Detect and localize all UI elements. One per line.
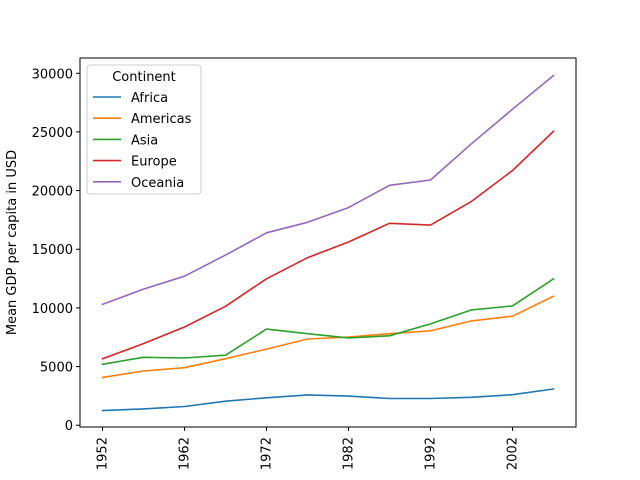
plot-frame <box>79 57 577 428</box>
series-line-asia <box>101 277 555 366</box>
legend-label-americas: Americas <box>131 112 192 127</box>
y-tick-label: 5000 <box>40 361 73 376</box>
x-tick-label: 1952 <box>96 437 111 470</box>
y-tick-label: 15000 <box>32 243 73 258</box>
y-axis: 0 5000 10000 15000 20000 25000 30000 <box>32 67 80 434</box>
legend-label-africa: Africa <box>131 91 168 106</box>
x-tick-label: 1992 <box>423 437 438 470</box>
x-tick-label: 1972 <box>260 437 275 470</box>
y-tick-label: 25000 <box>32 126 73 141</box>
legend-title: Continent <box>112 70 176 85</box>
series-line-oceania <box>101 74 555 306</box>
y-tick-label: 10000 <box>32 302 73 317</box>
legend-label-asia: Asia <box>131 133 158 148</box>
legend-label-europe: Europe <box>131 155 177 170</box>
x-tick-label: 1982 <box>341 437 356 470</box>
plot-lines <box>101 74 555 412</box>
series-line-americas <box>101 295 555 379</box>
series-line-europe <box>101 130 555 360</box>
legend: Continent Africa Americas Asia Europe Oceania <box>86 64 202 195</box>
legend-label-oceania: Oceania <box>131 176 184 191</box>
y-tick-label: 20000 <box>32 185 73 200</box>
x-tick-label: 2002 <box>505 437 520 470</box>
x-tick-label: 1962 <box>178 437 193 470</box>
y-axis-title: Mean GDP per capita in USD <box>5 150 20 335</box>
series-line-africa <box>101 388 555 412</box>
y-tick-label: 0 <box>65 419 73 434</box>
x-axis: 1952 1962 1972 1982 1992 2002 <box>96 427 520 470</box>
y-tick-label: 30000 <box>32 67 73 82</box>
